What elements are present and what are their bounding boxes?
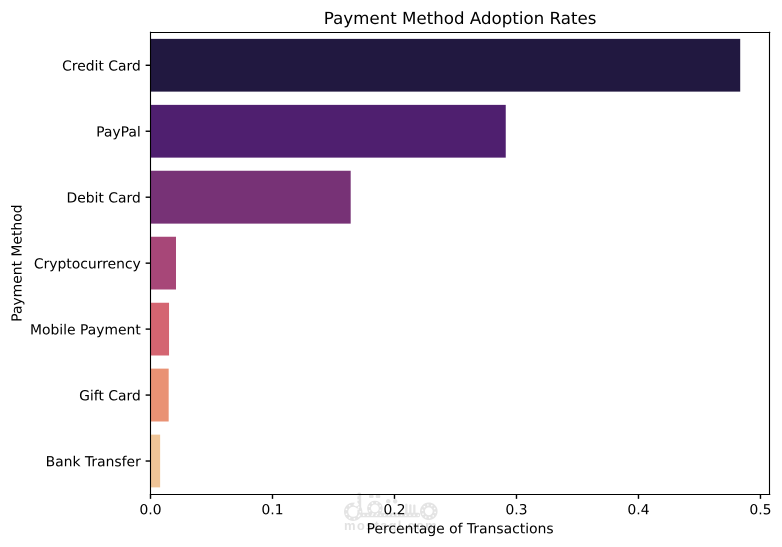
svg-text:mostaql.com: mostaql.com bbox=[344, 518, 438, 533]
